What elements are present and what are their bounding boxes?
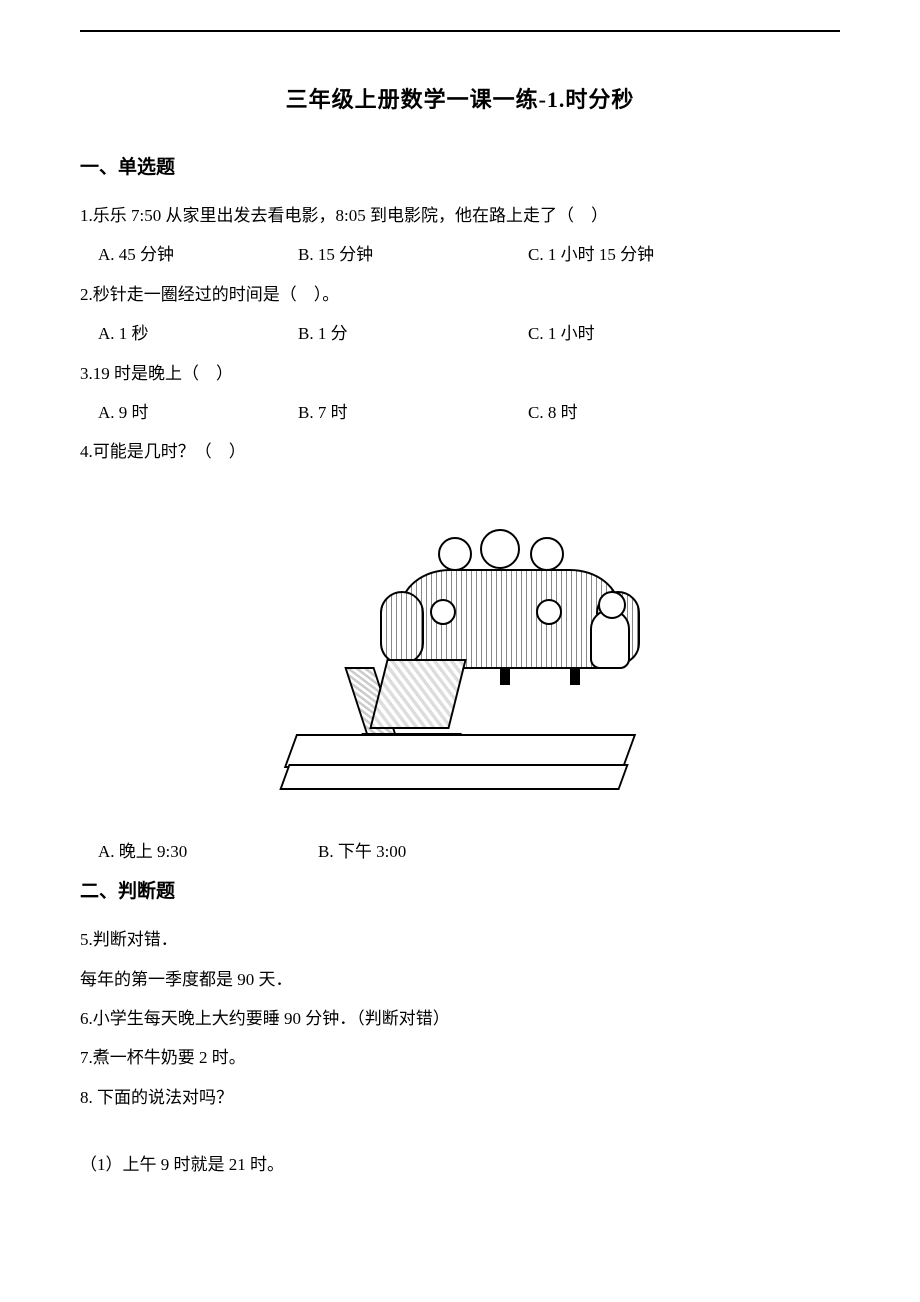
q1-option-b: B. 15 分钟 (298, 236, 528, 273)
question-8-line1: 8. 下面的说法对吗？ (80, 1079, 840, 1116)
q1-option-c: C. 1 小时 15 分钟 (528, 236, 654, 273)
tv-stand (290, 734, 630, 796)
person-head (480, 529, 520, 569)
top-rule (80, 30, 840, 32)
q3-option-b: B. 7 时 (298, 394, 528, 431)
question-7: 7.煮一杯牛奶要 2 时。 (80, 1039, 840, 1076)
question-6: 6.小学生每天晚上大约要睡 90 分钟．（判断对错） (80, 1000, 840, 1037)
section-heading-1: 一、单选题 (80, 152, 840, 179)
q4-option-b: B. 下午 3:00 (318, 833, 406, 870)
page: 三年级上册数学一课一练-1.时分秒 一、单选题 1.乐乐 7:50 从家里出发去… (0, 0, 920, 1302)
question-5-line2: 每年的第一季度都是 90 天． (80, 961, 840, 998)
document-title: 三年级上册数学一课一练-1.时分秒 (80, 82, 840, 114)
q3-option-c: C. 8 时 (528, 394, 578, 431)
question-1-options: A. 45 分钟 B. 15 分钟 C. 1 小时 15 分钟 (80, 236, 840, 273)
q1-option-a: A. 45 分钟 (98, 236, 298, 273)
question-8-sub1: （1）上午 9 时就是 21 时。 (80, 1146, 840, 1183)
question-3: 3.19 时是晚上（ ） (80, 355, 840, 392)
dog (590, 609, 630, 669)
person-head (530, 537, 564, 571)
person-head (438, 537, 472, 571)
child-head (536, 599, 562, 625)
question-4-illustration (80, 479, 840, 819)
q2-option-c: C. 1 小时 (528, 315, 595, 352)
question-2: 2.秒针走一圈经过的时间是（ ）。 (80, 276, 840, 313)
spacer (80, 1118, 840, 1146)
question-2-options: A. 1 秒 B. 1 分 C. 1 小时 (80, 315, 840, 352)
family-watching-tv-illustration (280, 479, 640, 819)
child-head (430, 599, 456, 625)
q3-option-a: A. 9 时 (98, 394, 298, 431)
television (350, 659, 460, 745)
question-1: 1.乐乐 7:50 从家里出发去看电影，8:05 到电影院，他在路上走了（ ） (80, 197, 840, 234)
question-4: 4.可能是几时？（ ） (80, 433, 840, 470)
q2-option-b: B. 1 分 (298, 315, 528, 352)
question-5-line1: 5.判断对错． (80, 921, 840, 958)
question-3-options: A. 9 时 B. 7 时 C. 8 时 (80, 394, 840, 431)
q2-option-a: A. 1 秒 (98, 315, 298, 352)
section-heading-2: 二、判断题 (80, 876, 840, 903)
question-4-options: A. 晚上 9:30 B. 下午 3:00 (80, 833, 840, 870)
q4-option-a: A. 晚上 9:30 (98, 833, 318, 870)
